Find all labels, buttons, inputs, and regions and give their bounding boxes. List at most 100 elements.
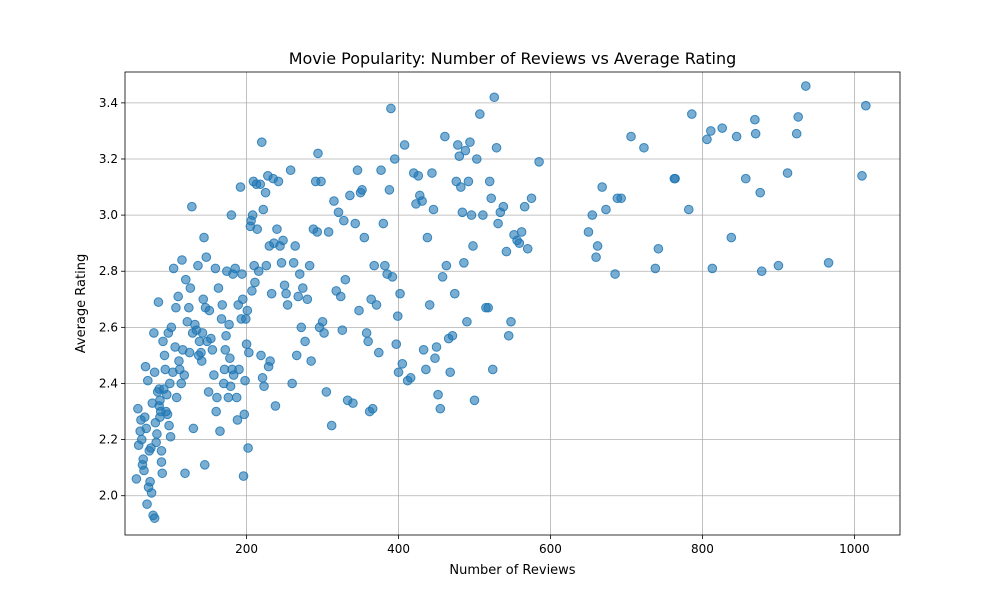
scatter-point [282,300,293,310]
scatter-point [164,420,174,431]
scatter-point [244,347,254,358]
scatter-point [151,437,161,448]
scatter-point [293,291,304,302]
scatter-point [740,173,751,184]
scatter-point [239,409,250,420]
scatter-point [583,227,594,237]
scatter-point [707,263,718,274]
scatter-point [386,103,396,114]
scatter-point [187,201,197,212]
scatter-point [207,345,218,355]
scatter-point [285,165,296,176]
scatter-point [256,137,267,147]
scatter-point [238,471,249,481]
scatter-point [133,440,144,451]
data-points [131,81,871,523]
scatter-point [465,137,475,147]
scatter-point [610,269,620,279]
scatter-point [493,218,503,229]
scatter-point [369,260,380,271]
scatter-point [333,207,344,218]
scatter-point [348,398,358,408]
scatter-point [413,171,424,181]
scatter-point [534,156,544,167]
scatter-point [350,218,361,229]
scatter-point [469,395,480,406]
scatter-point [427,168,437,178]
scatter-point [240,375,250,386]
scatter-point [220,345,231,355]
scatter-point [158,384,169,394]
y-tick-label: 2.8 [99,264,118,278]
scatter-point [149,513,160,523]
scatter-point [359,232,370,243]
scatter-point [395,288,405,299]
scatter-point [281,288,291,299]
y-tick-label: 2.4 [99,376,118,390]
scatter-point [165,431,176,442]
scatter-point [431,342,442,352]
scatter-point [142,375,153,386]
scatter-point [335,291,346,302]
scatter-point [198,294,209,305]
scatter-point [503,330,514,341]
scatter-point [237,269,247,279]
scatter-point [266,288,277,299]
scatter-point [750,114,760,125]
scatter-point [319,328,329,338]
scatter-point [430,353,440,364]
scatter-point [326,420,337,431]
scatter-point [371,300,382,310]
scatter-point [165,378,175,389]
scatter-point [519,201,530,212]
scatter-point [184,302,194,313]
scatter-point [223,392,234,403]
scatter-point [153,297,164,307]
scatter-point [387,272,398,282]
scatter-point [177,255,187,265]
scatter-point [367,403,378,414]
scatter-point [626,131,636,142]
scatter-point [158,336,168,347]
scatter-point [361,328,372,338]
scatter-point [217,300,228,310]
scatter-point [180,274,191,285]
scatter-point [257,373,268,383]
scatter-point [256,350,266,361]
scatter-point [437,272,448,282]
scatter-point [323,227,334,237]
scatter-point [782,168,793,178]
scatter-point [140,361,151,372]
scatter-point [272,224,282,234]
scatter-point [180,468,190,479]
scatter-point [405,373,416,383]
scatter-point [454,151,465,161]
scatter-point [514,238,525,248]
scatter-point [199,232,209,243]
scatter-point [392,311,403,321]
scatter-point [213,283,224,293]
scatter-point [452,140,463,150]
scatter-point [587,210,598,220]
scatter-point [290,241,300,251]
scatter-point [133,403,143,414]
scatter-point [157,468,168,479]
scatter-point [149,328,159,338]
scatter-point [376,165,386,176]
scatter-point [421,364,431,375]
scatter-point [329,196,339,206]
scatter-point [433,389,443,400]
y-tick-label: 2.6 [99,320,118,334]
scatter-point [252,224,263,234]
scatter-point [616,193,626,204]
scatter-point [378,218,389,229]
scatter-point [321,387,332,397]
scatter-point [726,232,737,243]
scatter-point [231,392,242,403]
scatter-point [683,204,694,215]
scatter-point [441,260,452,271]
scatter-point [393,367,404,378]
scatter-point [196,347,206,358]
scatter-point [491,142,502,153]
scatter-point [203,387,214,397]
